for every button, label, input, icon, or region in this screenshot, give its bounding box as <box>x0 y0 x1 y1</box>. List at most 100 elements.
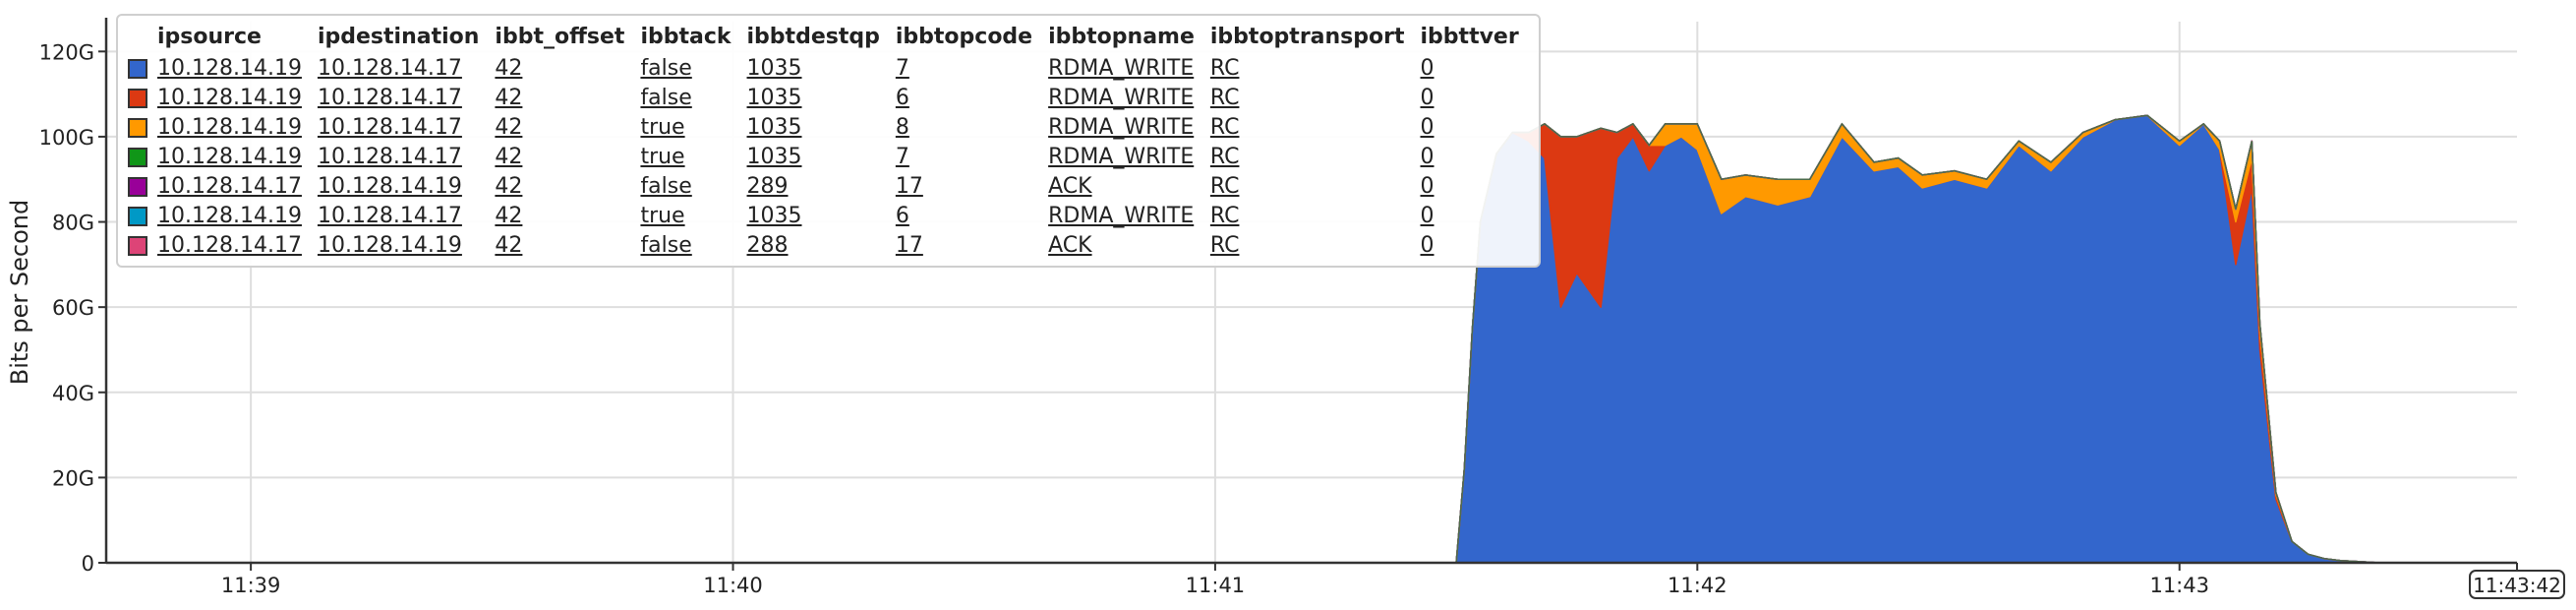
legend-cell-link[interactable]: 42 <box>495 232 523 258</box>
y-tick-label: 60G <box>52 296 94 320</box>
legend-cell-link[interactable]: RC <box>1209 85 1240 110</box>
area-layer <box>1455 114 2381 564</box>
legend-cell-link[interactable]: RDMA_WRITE <box>1048 85 1195 110</box>
legend-cell-link[interactable]: 0 <box>1420 55 1434 81</box>
legend-swatch-cell <box>124 142 151 171</box>
legend-swatch <box>128 206 147 226</box>
legend: ipsource ipdestination ibbt_offset ibbtack i… <box>116 14 1541 268</box>
legend-cell-link[interactable]: 6 <box>895 203 909 228</box>
legend-row[interactable]: 10.128.14.17 10.128.14.19 42 false 288 17 ACK R… <box>124 230 1529 260</box>
x-range-end-box <box>2469 570 2565 599</box>
legend-column-header: ibbtdestqp <box>746 24 880 49</box>
legend-cell-link[interactable]: 42 <box>495 144 523 169</box>
legend-column-header: ibbtack <box>640 24 732 49</box>
legend-cell-link[interactable]: 10.128.14.17 <box>317 144 462 169</box>
legend-cell-link[interactable]: 0 <box>1420 144 1434 169</box>
legend-swatch <box>128 235 147 256</box>
legend-swatch-cell <box>124 53 151 83</box>
legend-column-header: ibbtopcode <box>895 24 1033 49</box>
legend-cell-link[interactable]: 1035 <box>746 114 802 140</box>
legend-row[interactable]: 10.128.14.19 10.128.14.17 42 true 1035 8 RDMA_… <box>124 112 1529 142</box>
legend-cell-link[interactable]: 10.128.14.17 <box>157 232 302 258</box>
legend-cell-link[interactable]: 0 <box>1420 173 1434 199</box>
legend-cell-link[interactable]: 1035 <box>746 203 802 228</box>
legend-cell-link[interactable]: 1035 <box>746 55 802 81</box>
legend-cell-link[interactable]: 1035 <box>746 144 802 169</box>
legend-cell-link[interactable]: false <box>640 85 692 110</box>
legend-cell-link[interactable]: 10.128.14.19 <box>157 55 302 81</box>
legend-cell-link[interactable]: true <box>640 144 685 169</box>
legend-cell-link[interactable]: 7 <box>895 55 909 81</box>
legend-cell-link[interactable]: 10.128.14.19 <box>317 173 462 199</box>
legend-cell-link[interactable]: RDMA_WRITE <box>1048 114 1195 140</box>
legend-column-header: ipsource <box>157 24 262 49</box>
legend-cell-link[interactable]: RDMA_WRITE <box>1048 55 1195 81</box>
legend-cell-link[interactable]: 17 <box>895 173 923 199</box>
legend-cell-link[interactable]: false <box>640 55 692 81</box>
legend-cell-link[interactable]: 10.128.14.17 <box>317 55 462 81</box>
legend-row[interactable]: 10.128.14.19 10.128.14.17 42 false 1035 7 RDMA… <box>124 53 1529 83</box>
legend-cell-link[interactable]: RDMA_WRITE <box>1048 144 1195 169</box>
legend-cell-link[interactable]: 10.128.14.19 <box>157 144 302 169</box>
legend-row[interactable]: 10.128.14.19 10.128.14.17 42 false 1035 6 RDMA… <box>124 83 1529 112</box>
legend-row[interactable]: 10.128.14.17 10.128.14.19 42 false 289 17 ACK R… <box>124 171 1529 201</box>
legend-cell-link[interactable]: 0 <box>1420 232 1434 258</box>
legend-cell-link[interactable]: 7 <box>895 144 909 169</box>
legend-cell-link[interactable]: ACK <box>1048 173 1092 199</box>
legend-cell-link[interactable]: RC <box>1209 144 1240 169</box>
legend-swatch <box>128 176 147 197</box>
legend-cell-link[interactable]: 10.128.14.17 <box>317 85 462 110</box>
legend-cell-link[interactable]: false <box>640 232 692 258</box>
legend-cell-link[interactable]: 0 <box>1420 114 1434 140</box>
legend-cell-link[interactable]: 0 <box>1420 85 1434 110</box>
x-tick-label: 11:43 <box>2149 574 2209 597</box>
legend-cell-link[interactable]: true <box>640 114 685 140</box>
legend-row[interactable]: 10.128.14.19 10.128.14.17 42 true 1035 7 RDMA_… <box>124 142 1529 171</box>
legend-cell-link[interactable]: RC <box>1209 55 1240 81</box>
legend-column-header: ibbt_offset <box>495 24 625 49</box>
legend-cell-link[interactable]: 8 <box>895 114 909 140</box>
legend-cell-link[interactable]: 42 <box>495 55 523 81</box>
legend-cell-link[interactable]: 10.128.14.19 <box>157 85 302 110</box>
legend-cell-link[interactable]: 42 <box>495 114 523 140</box>
legend-cell-link[interactable]: 42 <box>495 85 523 110</box>
x-tick-label: 11:41 <box>1186 574 1246 597</box>
y-tick-label: 40G <box>52 382 94 405</box>
legend-cell-link[interactable]: 10.128.14.19 <box>157 203 302 228</box>
legend-swatch-cell <box>124 112 151 142</box>
legend-cell-link[interactable]: 6 <box>895 85 909 110</box>
legend-cell-link[interactable]: 0 <box>1420 203 1434 228</box>
legend-cell-link[interactable]: 289 <box>746 173 789 199</box>
legend-cell-link[interactable]: 42 <box>495 203 523 228</box>
legend-swatch-cell <box>124 201 151 230</box>
legend-cell-link[interactable]: RC <box>1209 232 1240 258</box>
legend-cell-link[interactable]: true <box>640 203 685 228</box>
legend-cell-link[interactable]: RC <box>1209 114 1240 140</box>
legend-cell-link[interactable]: 10.128.14.17 <box>317 114 462 140</box>
legend-row[interactable]: 10.128.14.19 10.128.14.17 42 true 1035 6 RDMA_… <box>124 201 1529 230</box>
legend-swatch-header <box>124 22 151 53</box>
stack-top-outline <box>1455 114 2381 564</box>
legend-cell-link[interactable]: 288 <box>746 232 789 258</box>
legend-cell-link[interactable]: 10.128.14.19 <box>157 114 302 140</box>
legend-header-row: ipsource ipdestination ibbt_offset ibbtack i… <box>124 22 1529 53</box>
y-tick-label: 120G <box>39 40 94 64</box>
legend-cell-link[interactable]: RC <box>1209 173 1240 199</box>
legend-swatch-cell <box>124 230 151 260</box>
legend-cell-link[interactable]: RDMA_WRITE <box>1048 203 1195 228</box>
legend-cell-link[interactable]: 42 <box>495 173 523 199</box>
legend-cell-link[interactable]: false <box>640 173 692 199</box>
legend-cell-link[interactable]: 1035 <box>746 85 802 110</box>
legend-column-header: ibbtoptransport <box>1209 24 1405 49</box>
legend-table: ipsource ipdestination ibbt_offset ibbtack i… <box>124 22 1529 260</box>
legend-cell-link[interactable]: 10.128.14.17 <box>317 203 462 228</box>
legend-cell-link[interactable]: 10.128.14.19 <box>317 232 462 258</box>
legend-cell-link[interactable]: 10.128.14.17 <box>157 173 302 199</box>
legend-swatch-cell <box>124 171 151 201</box>
x-tick-label: 11:39 <box>221 574 281 597</box>
legend-cell-link[interactable]: ACK <box>1048 232 1092 258</box>
legend-cell-link[interactable]: 17 <box>895 232 923 258</box>
legend-cell-link[interactable]: RC <box>1209 203 1240 228</box>
legend-swatch <box>128 117 147 138</box>
